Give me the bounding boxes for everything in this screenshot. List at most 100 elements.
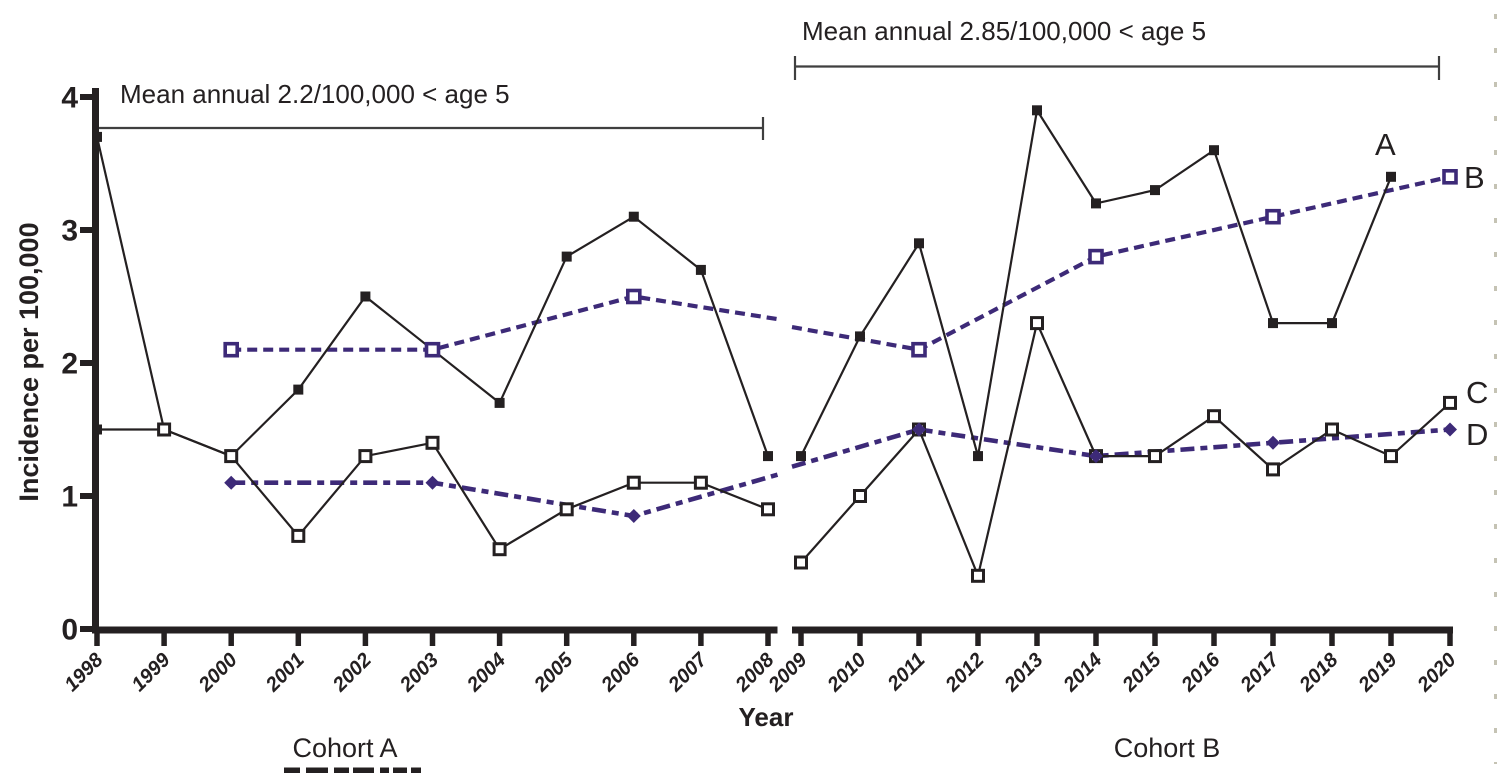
- year-tick-label: 2017: [1236, 648, 1284, 696]
- series-a-marker: [855, 331, 865, 342]
- series-c-marker: [626, 475, 641, 490]
- year-tick-label: 2009: [764, 648, 812, 696]
- series-a-marker: [695, 264, 706, 275]
- cropped-text-fragment: [284, 767, 421, 773]
- cropped-letter-top: [306, 767, 328, 773]
- series-a-marker: [561, 251, 572, 262]
- y-tick-label: 4: [61, 82, 78, 115]
- series-c-marker: [157, 422, 172, 437]
- year-tick-label: 2005: [530, 648, 578, 696]
- series-a-marker: [1386, 171, 1396, 182]
- series-a-marker: [628, 211, 639, 222]
- series-c-marker: [1266, 462, 1280, 477]
- series-label-d: D: [1466, 417, 1488, 452]
- series-a-marker: [1209, 145, 1219, 156]
- series-b-marker: [223, 341, 239, 358]
- series-d-marker: [1266, 435, 1280, 450]
- year-tick-label: 2007: [664, 648, 712, 696]
- series-c-marker: [794, 555, 808, 570]
- series-d-marker: [1443, 422, 1457, 437]
- series-a-marker: [360, 291, 371, 302]
- year-tick-label: 2012: [941, 649, 989, 697]
- series-b-marker: [625, 288, 642, 305]
- series-a-marker: [494, 397, 505, 408]
- series-a-line: [800, 107, 1393, 457]
- year-tick-label: 1999: [128, 648, 176, 696]
- series-c-marker: [492, 542, 507, 557]
- series-d-line: [791, 427, 1451, 469]
- series-a-marker: [763, 451, 773, 462]
- series-c-marker: [224, 449, 239, 464]
- series-label-b: B: [1464, 160, 1485, 195]
- axes: [80, 88, 1453, 646]
- year-tick-label: 2016: [1177, 648, 1225, 696]
- series-d-line: [231, 472, 779, 519]
- series-a-marker: [1091, 198, 1101, 209]
- series-c-marker: [693, 475, 708, 490]
- year-tick-label: 2011: [883, 649, 930, 696]
- series-c-line: [800, 319, 1451, 580]
- x-axis-title: Year: [739, 702, 794, 732]
- series-c-marker: [1384, 449, 1398, 464]
- y-tick-label: 0: [61, 614, 78, 647]
- series-c-marker: [1325, 422, 1339, 437]
- annotation-left-bracket: [97, 117, 765, 140]
- series-c-marker: [1443, 395, 1457, 410]
- series-a-marker: [92, 131, 102, 142]
- year-tick-label: 2003: [395, 649, 443, 697]
- series-b-marker: [911, 341, 927, 358]
- panel-label-cohort-a: Cohort A: [292, 733, 397, 763]
- series-b-line: [231, 294, 778, 352]
- series-c-marker: [853, 489, 867, 503]
- y-axis-title: Incidence per 100,000: [14, 222, 44, 501]
- series-label-c: C: [1466, 375, 1488, 410]
- series-c-marker: [358, 449, 373, 464]
- series-a-marker: [1268, 318, 1278, 329]
- series-c-marker: [761, 502, 775, 517]
- series-b-marker: [1442, 169, 1458, 185]
- y-tick-label: 1: [61, 481, 78, 514]
- series-a-marker: [1032, 105, 1042, 116]
- series-a-marker: [1327, 318, 1337, 329]
- year-tick-label: 2006: [597, 648, 645, 696]
- series-c-marker: [1030, 316, 1044, 331]
- cropped-letter-top: [334, 767, 349, 773]
- series-c-marker: [425, 435, 440, 450]
- annotation-right-text: Mean annual 2.85/100,000 < age 5: [802, 16, 1206, 46]
- series-c-marker: [971, 568, 985, 583]
- year-tick-label: 2015: [1118, 648, 1166, 696]
- year-tick-label: 2004: [462, 649, 510, 697]
- series-a-marker: [1150, 185, 1160, 196]
- panel-cohort-b-lines: [791, 107, 1451, 580]
- cropped-letter-top: [380, 767, 389, 773]
- year-tick-label: 2019: [1354, 648, 1402, 696]
- panel-cohort-a-markers: [92, 131, 775, 557]
- series-c-marker: [559, 502, 574, 517]
- series-a-marker: [796, 451, 806, 462]
- year-tick-label: 2014: [1059, 649, 1107, 697]
- panel-cohort-b-markers: [794, 105, 1458, 583]
- cropped-letter-top: [393, 767, 407, 773]
- series-a-line: [95, 136, 770, 458]
- series-d-marker: [626, 508, 641, 523]
- series-b-marker: [1088, 248, 1104, 265]
- series-d-marker: [1089, 449, 1103, 464]
- panel-cohort-a-lines: [95, 136, 779, 551]
- series-b-marker: [1265, 208, 1281, 225]
- year-tick-label: 2001: [261, 649, 309, 697]
- series-d-marker: [224, 475, 239, 490]
- y-tick-label: 3: [61, 215, 78, 248]
- annotation-right-bracket: [793, 56, 1441, 80]
- series-a-marker: [293, 384, 304, 395]
- annotation-left-text: Mean annual 2.2/100,000 < age 5: [120, 79, 510, 109]
- year-tick-label: 2000: [194, 649, 242, 697]
- y-tick-label: 2: [61, 348, 78, 381]
- series-d-marker: [425, 475, 440, 490]
- cropped-letter-top: [284, 767, 300, 773]
- series-c-marker: [291, 528, 306, 543]
- year-tick-label: 2020: [1413, 649, 1461, 697]
- series-c-marker: [92, 424, 102, 435]
- series-c-marker: [1148, 449, 1162, 464]
